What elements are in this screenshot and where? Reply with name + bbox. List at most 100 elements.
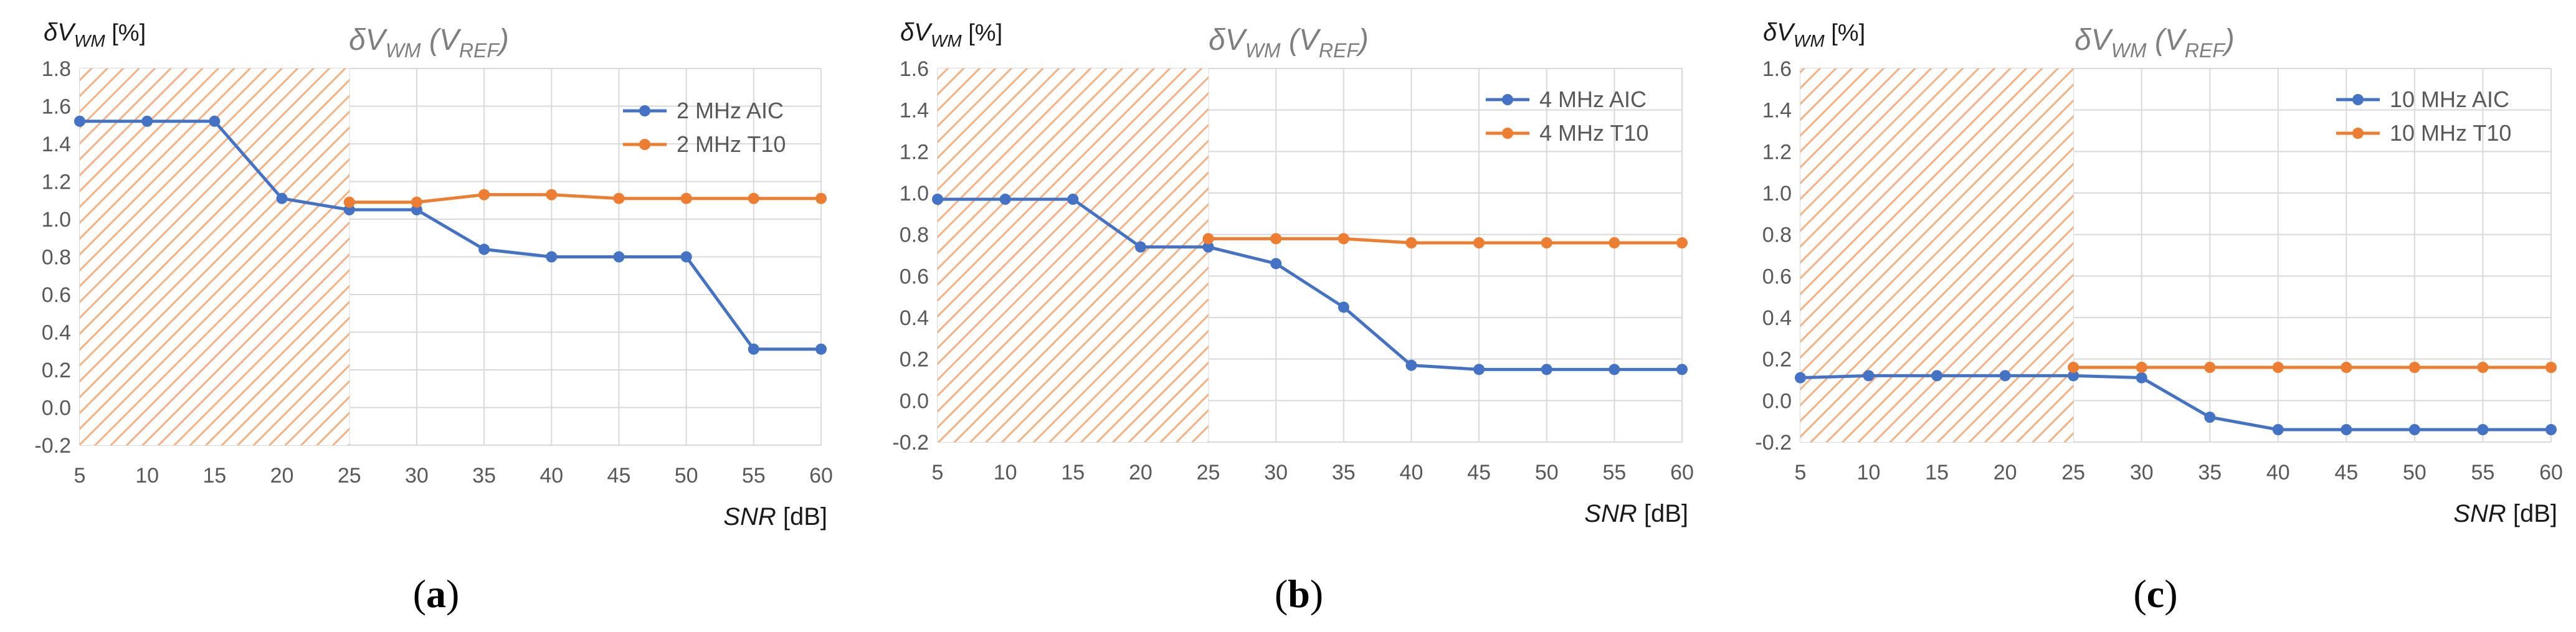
data-point-t10 — [2272, 362, 2284, 373]
data-point-aic — [141, 115, 153, 127]
data-point-aic — [815, 343, 827, 355]
x-tick-label: 10 — [1857, 461, 1881, 484]
x-tick-label: 35 — [1332, 461, 1356, 484]
data-point-aic — [276, 192, 288, 204]
y-tick-label: 1.2 — [1762, 140, 1792, 164]
hatched-region — [938, 68, 1209, 442]
legend-label: 4 MHz T10 — [1539, 120, 1648, 146]
x-tick-label: 5 — [932, 461, 944, 484]
y-tick-label: 1.0 — [1762, 182, 1792, 205]
data-point-aic — [1067, 194, 1079, 205]
data-point-aic — [1270, 258, 1282, 270]
x-tick-label: 45 — [607, 464, 631, 488]
x-tick-label: 50 — [675, 464, 698, 488]
x-tick-label: 40 — [539, 464, 563, 488]
x-tick-label: 60 — [2539, 461, 2563, 484]
data-point-aic — [1999, 370, 2011, 382]
legend-label: 10 MHz AIC — [2390, 87, 2509, 112]
legend-marker — [1502, 128, 1513, 139]
data-point-aic — [546, 251, 558, 263]
data-point-aic — [1541, 364, 1552, 375]
legend-marker — [2352, 128, 2364, 139]
x-axis-label: SNR [dB] — [723, 503, 827, 531]
data-point-aic — [1202, 241, 1214, 253]
x-tick-label: 40 — [2266, 461, 2290, 484]
series-line-aic — [1800, 374, 2551, 432]
x-tick-label: 10 — [994, 461, 1017, 484]
data-point-t10 — [748, 192, 759, 204]
chart-panel-b: -0.2 0.0 0.2 0.4 0.6 0.8 1.0 1.2 1.4 1.6 5 10 15 20 25… — [892, 19, 1694, 616]
x-tick-label: 60 — [1670, 461, 1694, 484]
data-point-aic — [932, 194, 943, 205]
data-point-aic — [2136, 372, 2147, 384]
y-tick-label: -0.2 — [892, 431, 929, 455]
data-point-t10 — [546, 189, 558, 200]
x-tick-label: 20 — [270, 464, 294, 488]
data-point-t10 — [815, 192, 827, 204]
data-point-t10 — [2545, 362, 2557, 373]
y-tick-label: 0.6 — [1762, 265, 1792, 288]
data-point-aic — [2204, 412, 2216, 423]
chart-title: δVWM (VREF) — [1209, 24, 1369, 62]
data-point-aic — [1338, 301, 1349, 313]
data-point-aic — [1405, 359, 1417, 371]
y-tick-label: 0.4 — [1762, 306, 1792, 330]
chart-panel-c: -0.2 0.0 0.2 0.4 0.6 0.8 1.0 1.2 1.4 1.6 5 10 15 20 25… — [1755, 19, 2563, 616]
y-tick-label: 0.0 — [1762, 389, 1792, 413]
data-point-t10 — [2408, 362, 2420, 373]
data-point-aic — [1134, 241, 1146, 253]
series-line-aic — [938, 197, 1682, 371]
y-tick-label: 0.4 — [900, 306, 929, 330]
x-tick-label: 50 — [1535, 461, 1559, 484]
x-tick-label: 20 — [1129, 461, 1153, 484]
data-point-t10 — [2068, 362, 2079, 373]
x-tick-label: 30 — [405, 464, 429, 488]
x-tick-label: 15 — [202, 464, 226, 488]
x-tick-label: 55 — [742, 464, 766, 488]
chart-panel-a: -0.2 0.0 0.2 0.4 0.6 0.8 1.0 1.2 1.4 1.6 1.8 5 10 15 2… — [34, 19, 833, 616]
y-tick-label: 1.0 — [900, 182, 929, 205]
data-point-aic — [2068, 370, 2079, 382]
data-point-aic — [2341, 424, 2352, 435]
y-tick-label: 0.0 — [42, 397, 71, 420]
data-point-t10 — [1405, 237, 1417, 248]
data-point-aic — [1795, 372, 1806, 384]
data-point-t10 — [1338, 233, 1349, 245]
data-point-t10 — [2477, 362, 2489, 373]
y-tick-label: 1.6 — [900, 57, 929, 81]
panel-caption: (c) — [2133, 572, 2177, 616]
x-tick-label: 35 — [472, 464, 496, 488]
data-point-t10 — [2136, 362, 2147, 373]
y-tick-label: 0.0 — [900, 389, 929, 413]
y-tick-label: 1.6 — [42, 95, 71, 119]
data-point-aic — [1676, 364, 1688, 375]
data-point-t10 — [680, 192, 692, 204]
y-axis-label: δVWM [%] — [44, 19, 146, 50]
x-tick-label: 35 — [2198, 461, 2222, 484]
legend-marker — [1502, 94, 1513, 105]
y-tick-label: 1.0 — [42, 208, 71, 232]
y-tick-label: 0.8 — [42, 246, 71, 270]
data-point-t10 — [1270, 233, 1282, 245]
data-point-t10 — [1473, 237, 1485, 248]
data-point-aic — [1473, 364, 1485, 375]
series-line-aic — [80, 120, 821, 351]
data-point-aic — [613, 251, 625, 263]
y-tick-label: 1.6 — [1762, 57, 1792, 81]
series-line-t10 — [349, 193, 821, 204]
x-tick-label: 25 — [1197, 461, 1220, 484]
data-point-t10 — [411, 196, 422, 208]
y-tick-label: 1.4 — [42, 133, 71, 156]
x-tick-label: 60 — [809, 464, 833, 488]
y-axis-label: δVWM [%] — [1763, 19, 1865, 50]
y-tick-label: 1.4 — [900, 99, 929, 123]
legend-marker — [2352, 94, 2364, 105]
x-tick-label: 20 — [1994, 461, 2017, 484]
y-tick-label: -0.2 — [1755, 431, 1792, 455]
legend-label: 4 MHz AIC — [1539, 87, 1647, 112]
hatched-region — [1800, 68, 2074, 442]
x-tick-label: 5 — [1795, 461, 1807, 484]
data-point-t10 — [478, 189, 490, 200]
chart-title: δVWM (VREF) — [2075, 24, 2235, 62]
